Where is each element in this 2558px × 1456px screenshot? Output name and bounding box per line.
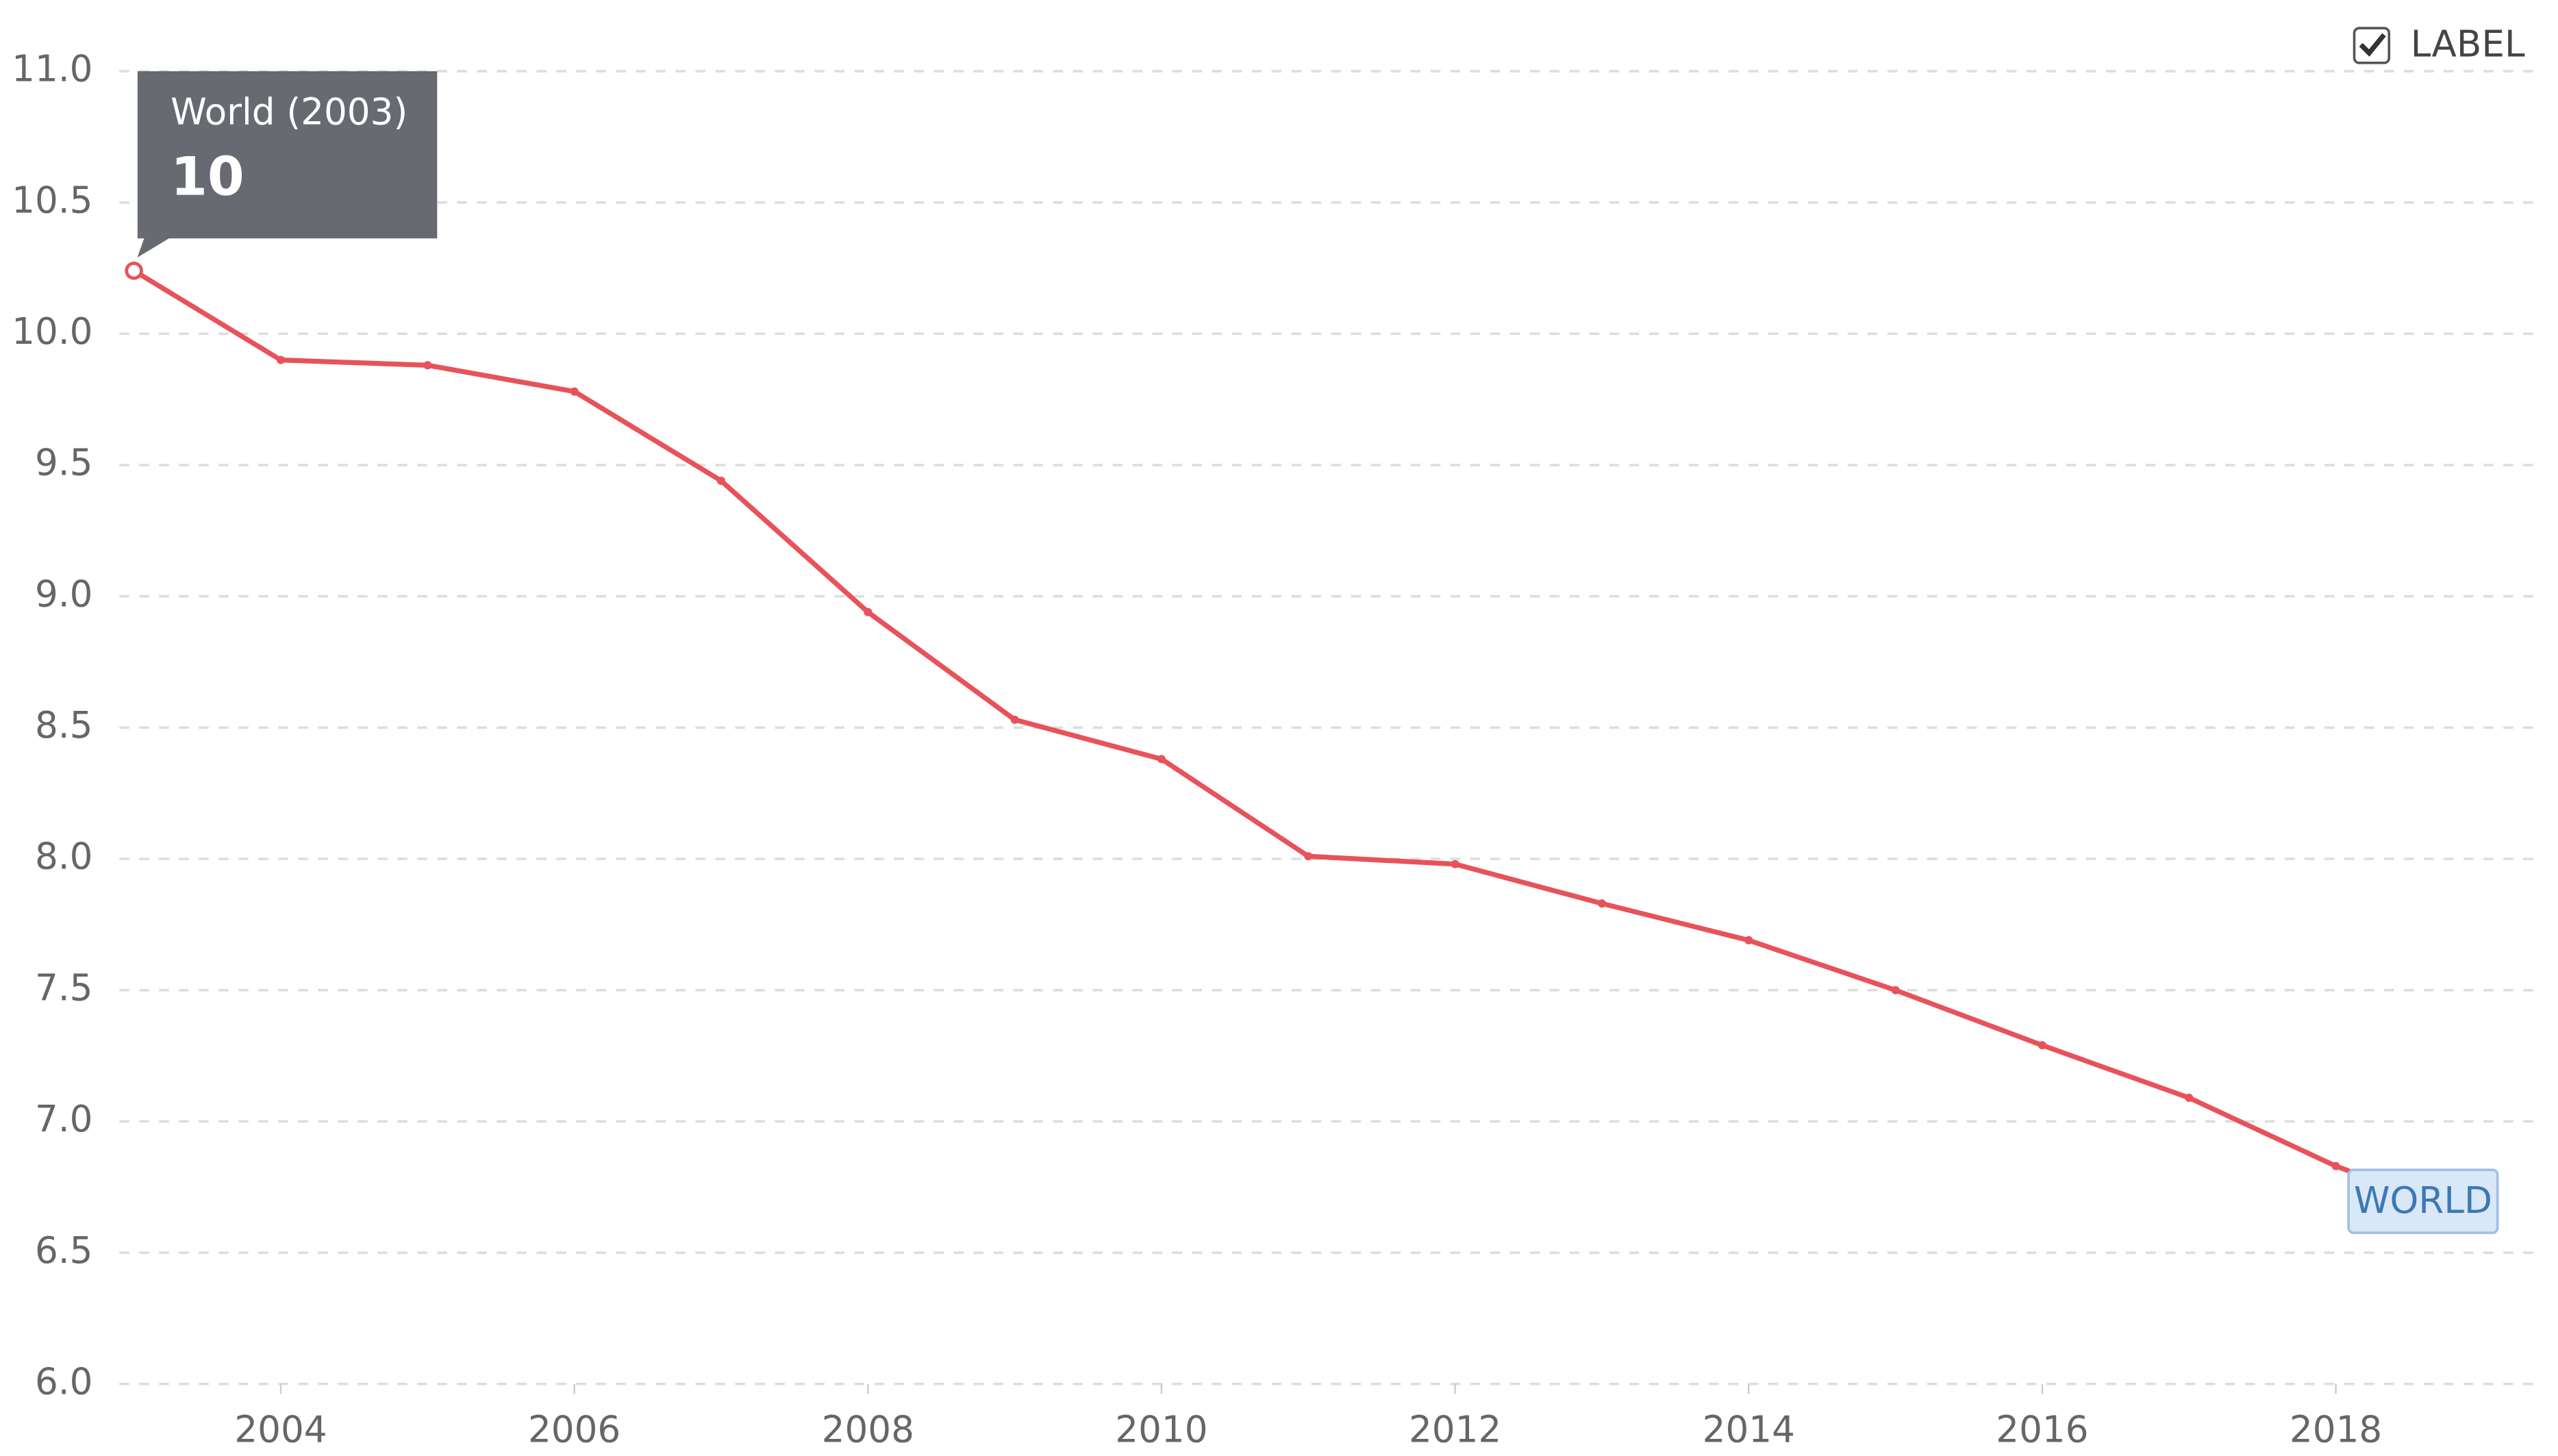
tooltip-title: World (2003) <box>171 90 407 133</box>
tooltip-box <box>137 71 438 258</box>
point <box>1597 899 1606 908</box>
x-tick-label: 2012 <box>1409 1409 1501 1451</box>
y-tick-label: 6.5 <box>35 1229 93 1272</box>
tooltip-value: 10 <box>171 146 244 208</box>
point <box>1744 936 1753 944</box>
x-tick-label: 2004 <box>234 1409 327 1451</box>
checkmark <box>2359 33 2386 57</box>
grid: 6.0 6.5 7.0 7.5 8.0 8.5 9.0 9.5 10.0 10.5 11.0 2004… <box>12 48 2542 1451</box>
point <box>423 361 432 370</box>
x-tick-label: 2016 <box>1996 1409 2088 1451</box>
checkbox[interactable] <box>2353 27 2391 64</box>
y-tick-label: 9.0 <box>35 573 93 615</box>
point <box>125 262 143 280</box>
y-tick-label: 8.0 <box>35 836 93 878</box>
y-tick-label: 6.0 <box>35 1360 93 1403</box>
series-label-box <box>2347 1168 2499 1234</box>
point <box>2037 1041 2046 1050</box>
point <box>2185 1093 2194 1103</box>
label-toggle[interactable]: LABEL <box>2353 23 2525 65</box>
series-label: WORLD <box>2354 1179 2492 1222</box>
tooltip: World (2003) 10 <box>137 71 438 258</box>
point <box>1891 986 1900 994</box>
point <box>1451 859 1459 868</box>
point <box>570 387 579 396</box>
y-tick-label: 10.0 <box>12 310 92 353</box>
y-tick-label: 10.5 <box>12 179 92 221</box>
y-tick-label: 9.5 <box>35 442 93 484</box>
x-tick-label: 2018 <box>2290 1409 2382 1451</box>
point <box>2331 1162 2340 1170</box>
y-tick-label: 7.5 <box>35 966 93 1009</box>
plot: WORLD <box>125 262 2499 1234</box>
checkbox-label[interactable]: LABEL <box>2411 23 2525 65</box>
y-tick-label: 7.0 <box>35 1098 93 1140</box>
point <box>716 476 725 486</box>
x-tick-label: 2008 <box>822 1409 914 1451</box>
y-tick-label: 11.0 <box>12 48 92 90</box>
point <box>1157 755 1166 764</box>
x-tick-label: 2006 <box>528 1409 620 1451</box>
point <box>276 355 286 364</box>
point <box>1304 852 1313 861</box>
point <box>1010 715 1019 724</box>
point <box>864 607 873 616</box>
x-tick-label: 2010 <box>1115 1409 1207 1451</box>
x-tick-label: 2014 <box>1703 1409 1795 1451</box>
y-tick-label: 8.5 <box>35 704 93 746</box>
series-line <box>132 268 2484 1224</box>
